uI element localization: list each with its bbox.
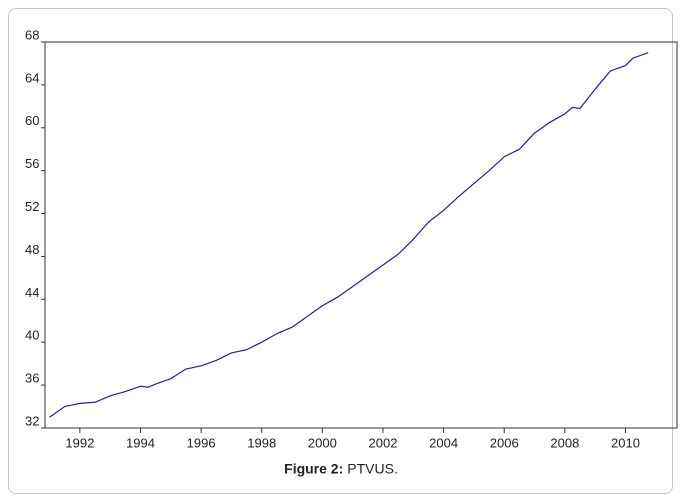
- x-tick-label: 1998: [247, 435, 276, 450]
- y-tick-label: 60: [25, 113, 39, 128]
- figure-frame: [8, 8, 673, 494]
- y-tick-label: 52: [25, 199, 39, 214]
- plot-box: [44, 41, 678, 429]
- x-tick-label: 1996: [187, 435, 216, 450]
- x-tick-label: 1994: [126, 435, 155, 450]
- x-tick-label: 2008: [550, 435, 579, 450]
- x-tick-label: 2010: [611, 435, 640, 450]
- y-tick-label: 44: [25, 285, 39, 300]
- x-tick-label: 2000: [308, 435, 337, 450]
- x-tick-label: 2002: [369, 435, 398, 450]
- y-tick-label: 40: [25, 328, 39, 343]
- series-line: [49, 52, 649, 418]
- x-tick-label: 1992: [65, 435, 94, 450]
- y-tick-label: 36: [25, 371, 39, 386]
- y-tick-label: 64: [25, 70, 39, 85]
- caption: PTVUS.: [347, 461, 398, 477]
- x-tick-label: 2004: [429, 435, 458, 450]
- y-tick-label: 68: [25, 27, 39, 42]
- y-tick-label: 32: [25, 413, 39, 428]
- y-tick-label: 56: [25, 156, 39, 171]
- y-tick-label: 48: [25, 242, 39, 257]
- x-tick-label: 2006: [490, 435, 519, 450]
- caption-label: Figure 2:: [284, 461, 343, 477]
